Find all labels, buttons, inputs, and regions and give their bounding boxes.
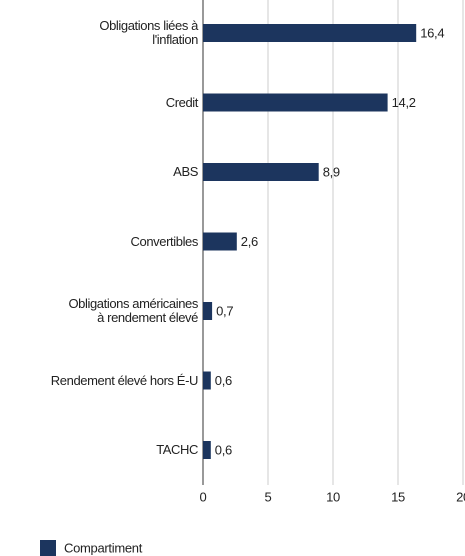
legend-label: Compartiment xyxy=(64,540,143,555)
y-tick-label: Convertibles xyxy=(130,233,199,249)
bar xyxy=(203,371,211,390)
legend-swatch xyxy=(40,540,56,556)
y-tick-label: Rendement élevé hors É-U xyxy=(50,372,199,388)
x-tick-label: 20 xyxy=(456,489,465,504)
value-label: 14,2 xyxy=(392,95,416,110)
y-tick-label: Obligations liées à l'inflation xyxy=(99,18,198,47)
value-label: 0,7 xyxy=(216,303,233,318)
value-label: 0,6 xyxy=(215,442,232,457)
x-tick-label: 5 xyxy=(265,489,272,504)
bar xyxy=(203,93,388,112)
y-tick-label: ABS xyxy=(173,164,198,179)
bar xyxy=(203,24,417,42)
value-label: 16,4 xyxy=(420,25,444,40)
value-label: 8,9 xyxy=(323,164,340,179)
value-label: 2,6 xyxy=(241,234,258,249)
y-tick-label: Obligations américaines à rendement élev… xyxy=(68,296,198,325)
y-tick-label: Credit xyxy=(165,94,199,110)
value-label: 0,6 xyxy=(215,373,232,388)
x-tick-label: 10 xyxy=(326,489,340,504)
y-tick-label: TACHC xyxy=(156,442,198,457)
bar xyxy=(203,163,319,181)
bar xyxy=(203,441,211,459)
bar xyxy=(203,232,237,251)
x-tick-label: 15 xyxy=(391,489,405,504)
bar xyxy=(203,302,213,320)
x-tick-label: 0 xyxy=(200,489,207,504)
